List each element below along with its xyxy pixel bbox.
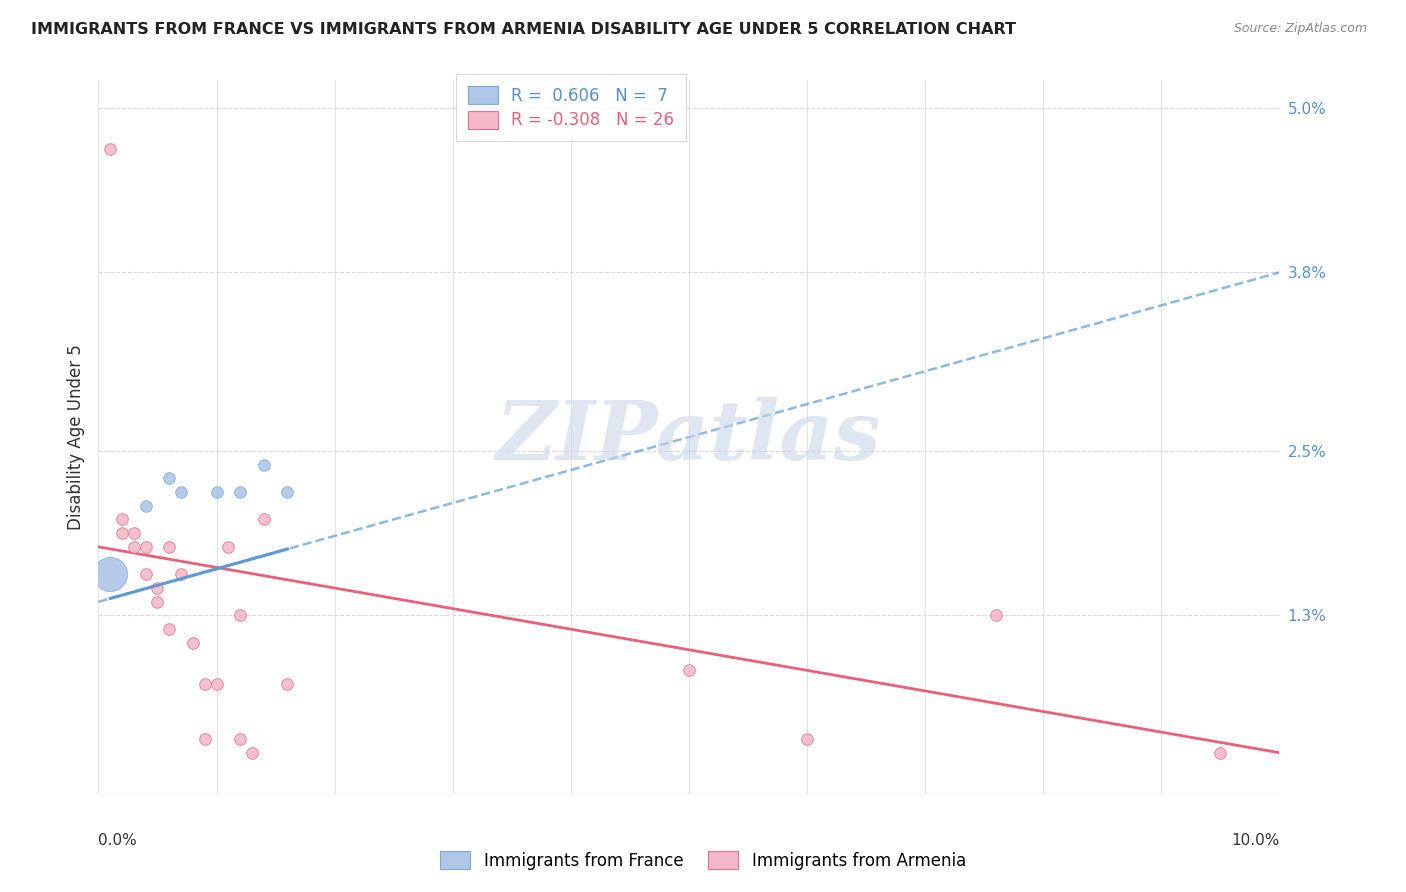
Point	[98, 142, 121, 156]
Point	[181, 636, 204, 650]
Point	[122, 540, 145, 554]
Point	[157, 622, 180, 636]
Point	[194, 731, 217, 746]
Point	[111, 512, 134, 526]
Point	[205, 485, 228, 500]
Point	[146, 581, 169, 595]
Point	[229, 731, 252, 746]
Legend: Immigrants from France, Immigrants from Armenia: Immigrants from France, Immigrants from …	[433, 845, 973, 877]
Point	[135, 499, 157, 513]
Point	[1209, 746, 1232, 760]
Point	[229, 608, 252, 623]
Point	[111, 526, 134, 541]
Point	[796, 731, 818, 746]
Point	[217, 540, 239, 554]
Point	[253, 458, 276, 472]
Text: Source: ZipAtlas.com: Source: ZipAtlas.com	[1233, 22, 1367, 36]
Point	[205, 677, 228, 691]
Point	[170, 567, 193, 582]
Text: 0.0%: 0.0%	[98, 833, 138, 848]
Point	[253, 512, 276, 526]
Point	[122, 526, 145, 541]
Point	[98, 567, 121, 582]
Point	[240, 746, 263, 760]
Point	[157, 471, 180, 485]
Point	[276, 677, 298, 691]
Point	[135, 567, 157, 582]
Legend: R =  0.606   N =  7, R = -0.308   N = 26: R = 0.606 N = 7, R = -0.308 N = 26	[456, 74, 686, 141]
Point	[678, 664, 700, 678]
Point	[229, 485, 252, 500]
Point	[157, 540, 180, 554]
Y-axis label: Disability Age Under 5: Disability Age Under 5	[66, 344, 84, 530]
Text: IMMIGRANTS FROM FRANCE VS IMMIGRANTS FROM ARMENIA DISABILITY AGE UNDER 5 CORRELA: IMMIGRANTS FROM FRANCE VS IMMIGRANTS FRO…	[31, 22, 1017, 37]
Point	[146, 595, 169, 609]
Point	[276, 485, 298, 500]
Text: ZIPatlas: ZIPatlas	[496, 397, 882, 477]
Point	[984, 608, 1007, 623]
Point	[194, 677, 217, 691]
Point	[170, 485, 193, 500]
Text: 10.0%: 10.0%	[1232, 833, 1279, 848]
Point	[135, 540, 157, 554]
